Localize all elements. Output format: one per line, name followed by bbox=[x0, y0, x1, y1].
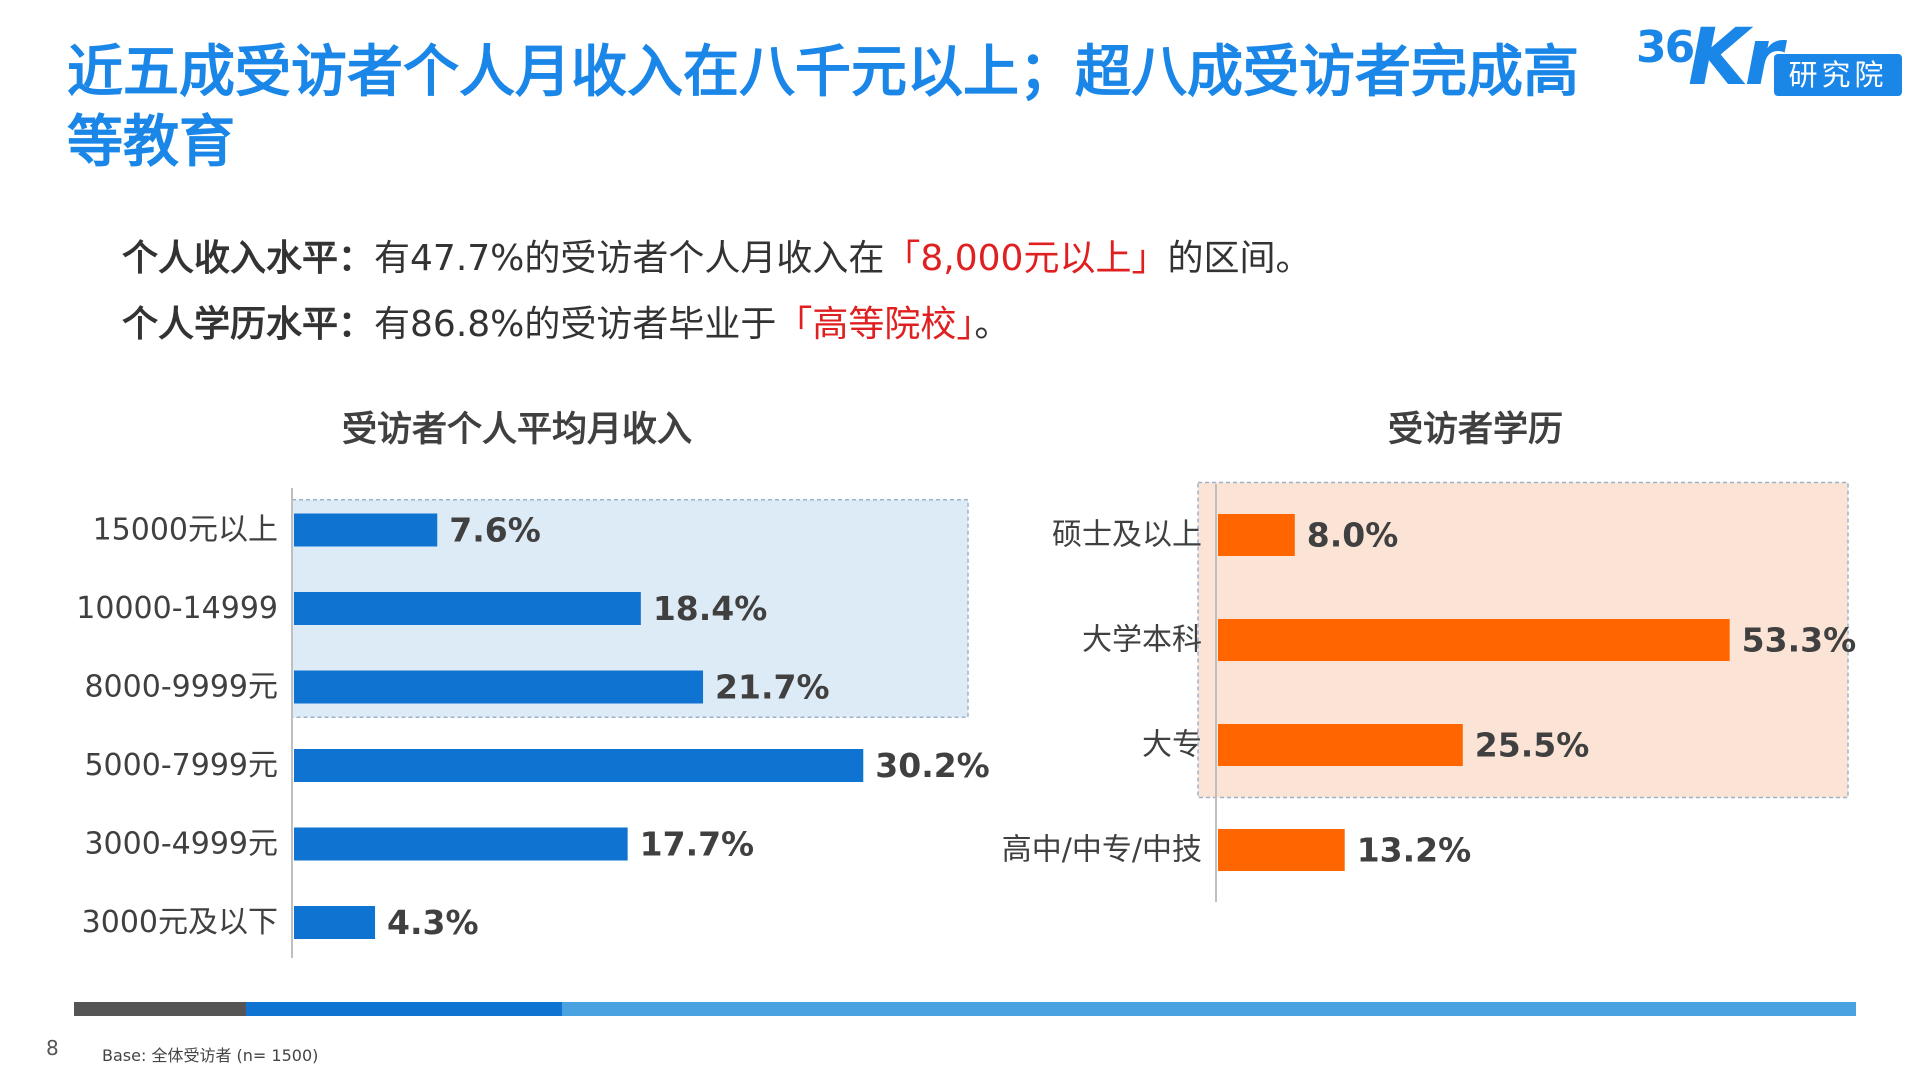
education-category-label: 大专 bbox=[1142, 728, 1202, 763]
income-value-label: 17.7% bbox=[640, 825, 755, 864]
strip-segment-1 bbox=[74, 1002, 246, 1016]
education-chart-title: 受访者学历 bbox=[1388, 410, 1564, 450]
logo-badge: 研究院 bbox=[1774, 54, 1902, 96]
summary-income: 个人收入水平：有47.7%的受访者个人月收入在「8,000元以上」的区间。 bbox=[122, 236, 1622, 282]
summary-income-label: 个人收入水平： bbox=[122, 238, 375, 279]
education-value-label: 53.3% bbox=[1742, 621, 1857, 660]
summary-education: 个人学历水平：有86.8%的受访者毕业于「高等院校」。 bbox=[122, 302, 1622, 348]
income-bar bbox=[294, 670, 704, 704]
education-chart: 硕士及以上 8.0% 大学本科 53.3% 大专 25.5% 高中/中专/中技 13.2% bbox=[1002, 481, 1857, 902]
summary-education-highlight: 「高等院校」 bbox=[776, 304, 975, 345]
strip-segment-2 bbox=[246, 1002, 562, 1016]
income-value-label: 7.6% bbox=[449, 511, 541, 550]
income-bar bbox=[294, 827, 628, 861]
income-category-label: 3000-4999元 bbox=[84, 827, 278, 862]
strip-segment-3 bbox=[562, 1002, 1856, 1016]
income-bar bbox=[294, 906, 376, 939]
summary-education-label: 个人学历水平： bbox=[122, 304, 375, 345]
education-category-label: 大学本科 bbox=[1082, 623, 1202, 658]
education-value-label: 13.2% bbox=[1357, 831, 1472, 870]
education-bar bbox=[1218, 619, 1730, 661]
education-bar bbox=[1218, 829, 1345, 871]
income-category-label: 5000-7999元 bbox=[84, 748, 278, 783]
income-value-label: 4.3% bbox=[387, 903, 479, 942]
income-category-label: 3000元及以下 bbox=[82, 905, 278, 940]
page-number: 8 bbox=[46, 1036, 59, 1060]
income-bar bbox=[294, 749, 864, 782]
education-bar bbox=[1218, 514, 1295, 556]
summary-income-highlight: 「8,000元以上」 bbox=[884, 238, 1168, 279]
income-bar bbox=[294, 513, 438, 547]
summary-education-text: 有86.8%的受访者毕业于 bbox=[374, 304, 777, 345]
income-value-label: 21.7% bbox=[715, 668, 830, 707]
income-bar bbox=[294, 592, 641, 625]
education-category-label: 硕士及以上 bbox=[1052, 518, 1202, 553]
page-title: 近五成受访者个人月收入在八千元以上；超八成受访者完成高等教育 bbox=[67, 40, 1579, 175]
summary-income-tail: 的区间。 bbox=[1167, 238, 1312, 279]
income-chart-title: 受访者个人平均月收入 bbox=[342, 410, 693, 450]
income-value-label: 30.2% bbox=[875, 746, 990, 785]
income-category-label: 15000元以上 bbox=[93, 513, 278, 548]
education-value-label: 25.5% bbox=[1475, 726, 1590, 765]
income-value-label: 18.4% bbox=[653, 589, 768, 628]
progress-strip bbox=[74, 1002, 1856, 1016]
base-note: Base: 全体受访者 (n= 1500) bbox=[102, 1046, 319, 1065]
summary-income-text: 有47.7%的受访者个人月收入在 bbox=[374, 238, 885, 279]
brand-logo: 36 Kr 研究院 bbox=[1636, 16, 1906, 100]
education-bar bbox=[1218, 724, 1463, 766]
charts-canvas: 15000元以上 7.6% 10000-14999 18.4% 8000-9999元 21… bbox=[76, 481, 1857, 958]
summary-education-tail: 。 bbox=[974, 304, 1011, 345]
education-category-label: 高中/中专/中技 bbox=[1002, 833, 1202, 868]
income-category-label: 8000-9999元 bbox=[84, 670, 278, 705]
education-value-label: 8.0% bbox=[1307, 516, 1399, 555]
income-category-label: 10000-14999 bbox=[76, 591, 278, 626]
income-chart: 15000元以上 7.6% 10000-14999 18.4% 8000-9999元 21… bbox=[76, 488, 990, 958]
